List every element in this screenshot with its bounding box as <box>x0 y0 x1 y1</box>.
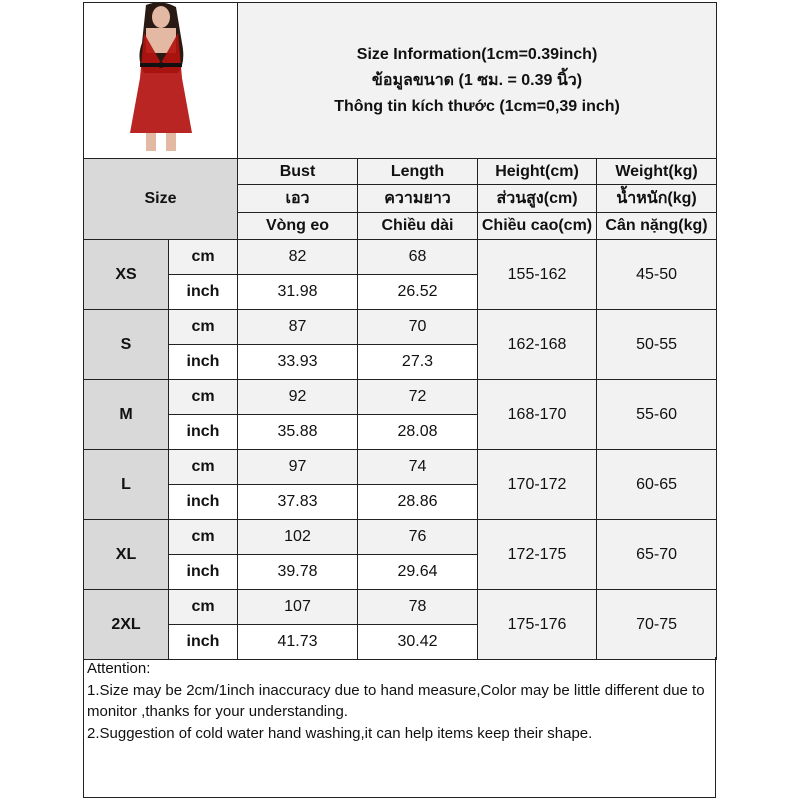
col-weight-th: น้ำหนัก(kg) <box>595 184 718 213</box>
height-range: 175-176 <box>477 589 597 660</box>
weight-range: 55-60 <box>595 379 718 450</box>
product-photo <box>83 2 238 159</box>
col-length-vi: Chiều dài <box>357 212 478 240</box>
length-inch: 29.64 <box>357 554 478 590</box>
height-range: 168-170 <box>477 379 597 450</box>
size-row-cm: L cm 97 74 170-172 60-65 <box>83 449 718 520</box>
col-length-en: Length <box>357 158 478 185</box>
title-thai: ข้อมูลขนาด (1 ซม. = 0.39 นิ้ว) <box>371 71 583 89</box>
bust-cm: 82 <box>237 239 358 275</box>
size-row-cm: S cm 87 70 162-168 50-55 <box>83 309 718 380</box>
unit-inch: inch <box>168 484 238 520</box>
length-inch: 27.3 <box>357 344 478 380</box>
size-label: 2XL <box>83 589 169 660</box>
size-row-cm: XS cm 82 68 155-162 45-50 <box>83 239 718 310</box>
bust-cm: 87 <box>237 309 358 345</box>
bust-inch: 41.73 <box>237 624 358 660</box>
size-row-inch: inch 37.83 28.86 <box>84 484 717 520</box>
note-2: 2.Suggestion of cold water hand washing,… <box>87 724 593 742</box>
size-row-cm: XL cm 102 76 172-175 65-70 <box>83 519 718 590</box>
size-info-title: Size Information(1cm=0.39inch) ข้อมูลขนา… <box>236 2 718 159</box>
col-bust-vi: Vòng eo <box>237 212 358 240</box>
weight-range: 50-55 <box>595 309 718 380</box>
title-english: Size Information(1cm=0.39inch) <box>356 45 598 63</box>
unit-cm: cm <box>168 239 238 275</box>
size-label: L <box>83 449 169 520</box>
height-range: 170-172 <box>477 449 597 520</box>
length-cm: 70 <box>357 309 478 345</box>
bust-cm: 102 <box>237 519 358 555</box>
col-bust-en: Bust <box>237 158 358 185</box>
weight-range: 65-70 <box>595 519 718 590</box>
length-cm: 74 <box>357 449 478 485</box>
length-cm: 76 <box>357 519 478 555</box>
bust-cm: 92 <box>237 379 358 415</box>
length-inch: 28.08 <box>357 414 478 450</box>
size-label: M <box>83 379 169 450</box>
size-chart-table: Size Information(1cm=0.39inch) ข้อมูลขนา… <box>83 2 718 660</box>
size-label: S <box>83 309 169 380</box>
size-row-inch: inch 31.98 26.52 <box>84 274 717 310</box>
unit-cm: cm <box>168 449 238 485</box>
weight-range: 70-75 <box>595 589 718 660</box>
length-cm: 68 <box>357 239 478 275</box>
unit-inch: inch <box>168 344 238 380</box>
length-cm: 72 <box>357 379 478 415</box>
col-height-en: Height(cm) <box>477 158 597 185</box>
size-row-cm: M cm 92 72 168-170 55-60 <box>83 379 718 450</box>
size-row-inch: inch 41.73 30.42 <box>84 624 717 660</box>
col-weight-en: Weight(kg) <box>595 158 718 185</box>
bust-inch: 39.78 <box>237 554 358 590</box>
length-inch: 28.86 <box>357 484 478 520</box>
note-1: 1.Size may be 2cm/1inch inaccuracy due t… <box>87 681 705 721</box>
col-weight-vi: Cân nặng(kg) <box>595 212 718 240</box>
bust-inch: 37.83 <box>237 484 358 520</box>
size-label: XL <box>83 519 169 590</box>
bust-inch: 35.88 <box>237 414 358 450</box>
title-vietnamese: Thông tin kích thước (1cm=0,39 inch) <box>334 97 620 115</box>
length-inch: 26.52 <box>357 274 478 310</box>
attention-notes: Attention: 1.Size may be 2cm/1inch inacc… <box>83 657 716 798</box>
unit-inch: inch <box>168 414 238 450</box>
weight-range: 45-50 <box>595 239 718 310</box>
unit-cm: cm <box>168 379 238 415</box>
height-range: 162-168 <box>477 309 597 380</box>
unit-cm: cm <box>168 519 238 555</box>
size-row-cm: 2XL cm 107 78 175-176 70-75 <box>83 589 718 660</box>
length-inch: 30.42 <box>357 624 478 660</box>
unit-cm: cm <box>168 589 238 625</box>
height-range: 155-162 <box>477 239 597 310</box>
bust-inch: 33.93 <box>237 344 358 380</box>
height-range: 172-175 <box>477 519 597 590</box>
col-length-th: ความยาว <box>357 184 478 213</box>
col-height-th: ส่วนสูง(cm) <box>477 184 597 213</box>
col-bust-th: เอว <box>237 184 358 213</box>
size-header: Size <box>83 158 238 240</box>
length-cm: 78 <box>357 589 478 625</box>
size-label: XS <box>83 239 169 310</box>
weight-range: 60-65 <box>595 449 718 520</box>
unit-inch: inch <box>168 624 238 660</box>
col-height-vi: Chiều cao(cm) <box>477 212 597 240</box>
red-dress-model-image <box>129 2 192 151</box>
unit-cm: cm <box>168 309 238 345</box>
bust-inch: 31.98 <box>237 274 358 310</box>
unit-inch: inch <box>168 274 238 310</box>
notes-heading: Attention: <box>87 660 151 677</box>
unit-inch: inch <box>168 554 238 590</box>
bust-cm: 107 <box>237 589 358 625</box>
size-row-inch: inch 33.93 27.3 <box>84 344 717 380</box>
size-row-inch: inch 39.78 29.64 <box>84 554 717 590</box>
bust-cm: 97 <box>237 449 358 485</box>
